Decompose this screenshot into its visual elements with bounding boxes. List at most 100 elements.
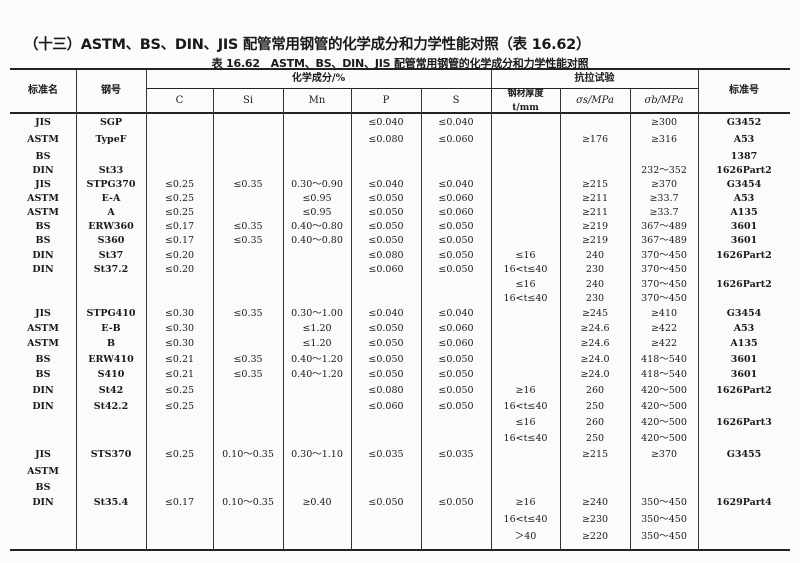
cell-p: ≤0.050 (368, 207, 404, 218)
cell-standard: JIS (35, 179, 51, 190)
cell-p: ≤0.050 (368, 338, 404, 349)
cell-si: ≤0.35 (233, 354, 263, 365)
cell-standard-number: 1626Part2 (716, 279, 772, 290)
cell-s: ≤0.050 (438, 250, 474, 261)
cell-mn (283, 465, 351, 479)
cell-sigma-s: 240 (585, 279, 605, 290)
header-thickness: 钢材厚度 t/mm (507, 88, 544, 113)
cell-sigma-s: ≥24.0 (580, 369, 610, 380)
cell-mn (283, 432, 351, 446)
cell-si (213, 192, 283, 206)
header-c: C (175, 94, 184, 106)
cell-standard-number: G3452 (726, 117, 762, 128)
cell-grade: B (106, 338, 116, 349)
cell-standard (10, 530, 76, 544)
cell-standard: DIN (32, 401, 54, 412)
cell-sigma-s: 260 (585, 385, 605, 396)
cell-mn: ≤0.95 (302, 207, 332, 218)
cell-mn: ≥0.40 (302, 497, 332, 508)
cell-si (213, 322, 283, 336)
cell-standard: DIN (32, 165, 54, 176)
cell-sigma-b: 350～450 (641, 531, 687, 542)
cell-si: ≤0.35 (233, 179, 263, 190)
cell-sigma-s: 230 (585, 293, 605, 304)
cell-grade: ERW410 (88, 354, 134, 365)
cell-mn (283, 164, 351, 178)
cell-si (213, 164, 283, 178)
cell-c: ≤0.25 (164, 385, 195, 396)
cell-p: ≤0.080 (368, 250, 404, 261)
cell-standard-number: 1387 (730, 151, 758, 162)
cell-si (213, 263, 283, 277)
cell-thickness (491, 116, 560, 130)
cell-p (351, 432, 421, 446)
cell-c: ≤0.25 (164, 207, 195, 218)
cell-si (213, 133, 283, 147)
cell-standard: JIS (35, 308, 51, 319)
cell-thickness (491, 150, 560, 164)
cell-standard-number: G3454 (726, 179, 762, 190)
cell-si: 0.10～0.35 (222, 449, 274, 460)
cell-s: ≤0.040 (438, 179, 474, 190)
cell-s: ≤0.035 (438, 449, 474, 460)
cell-thickness (491, 206, 560, 220)
cell-si (213, 400, 283, 414)
cell-c: ≤0.20 (164, 264, 195, 275)
cell-mn: 0.40～0.80 (291, 235, 343, 246)
cell-s (421, 481, 491, 495)
cell-c (146, 164, 213, 178)
cell-standard-number: 3601 (730, 221, 758, 232)
cell-p (351, 416, 421, 430)
header-s: S (452, 94, 460, 106)
cell-standard: ASTM (27, 134, 59, 145)
cell-s: ≤0.050 (438, 221, 474, 232)
cell-si: ≤0.35 (233, 221, 263, 232)
cell-standard-number (698, 481, 790, 495)
cell-si (213, 150, 283, 164)
cell-si (213, 249, 283, 263)
cell-s (421, 530, 491, 544)
cell-mn: ≤1.20 (302, 338, 332, 349)
cell-sigma-b: 418～540 (641, 369, 687, 380)
header-si: Si (242, 94, 254, 106)
cell-mn (283, 481, 351, 495)
cell-si (213, 384, 283, 398)
cell-p: ≤0.050 (368, 497, 404, 508)
column-rule (283, 88, 284, 550)
cell-p: ≤0.080 (368, 385, 404, 396)
section-title: （十三）ASTM、BS、DIN、JIS 配管常用钢管的化学成分和力学性能对照（表… (24, 37, 591, 53)
cell-standard: ASTM (27, 323, 59, 334)
column-rule (213, 88, 214, 550)
cell-sigma-s: 260 (585, 417, 605, 428)
cell-si (213, 465, 283, 479)
column-rule (698, 70, 699, 550)
cell-p: ≤0.040 (368, 179, 404, 190)
cell-s (421, 465, 491, 479)
cell-p (351, 481, 421, 495)
cell-grade (76, 416, 146, 430)
cell-grade: St37 (98, 250, 124, 261)
cell-standard-number: 1626Part2 (716, 250, 772, 261)
cell-si (213, 432, 283, 446)
cell-standard-number: G3455 (726, 449, 762, 460)
cell-si (213, 278, 283, 292)
cell-p: ≤0.050 (368, 369, 404, 380)
cell-standard-number: G3454 (726, 308, 762, 319)
cell-p (351, 150, 421, 164)
cell-mn: 0.30～0.90 (291, 179, 343, 190)
cell-mn: 0.30～1.00 (291, 308, 343, 319)
cell-s (421, 164, 491, 178)
cell-standard: ASTM (27, 338, 59, 349)
cell-sigma-s (560, 481, 630, 495)
cell-c: ≤0.17 (164, 235, 195, 246)
header-standard: 标准名 (28, 85, 58, 96)
cell-sigma-s: ≥240 (581, 497, 609, 508)
cell-sigma-b: ≥33.7 (649, 207, 679, 218)
cell-sigma-b: ≥410 (650, 308, 678, 319)
cell-sigma-s: ≥211 (581, 207, 609, 218)
cell-mn: ≤0.95 (302, 193, 332, 204)
chem-subheader-rule (146, 88, 621, 89)
cell-thickness (491, 178, 560, 192)
cell-mn: 0.40～1.20 (291, 369, 343, 380)
